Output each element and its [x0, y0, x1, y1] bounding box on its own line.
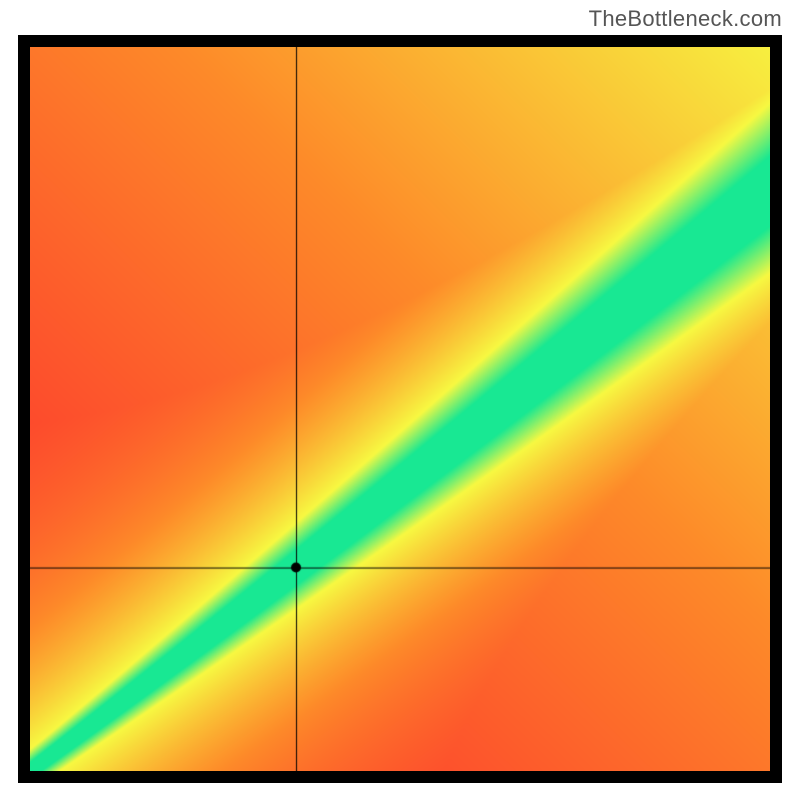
chart-frame	[18, 35, 782, 783]
chart-container: TheBottleneck.com	[0, 0, 800, 800]
bottleneck-heatmap	[30, 47, 770, 771]
watermark-text: TheBottleneck.com	[589, 6, 782, 32]
